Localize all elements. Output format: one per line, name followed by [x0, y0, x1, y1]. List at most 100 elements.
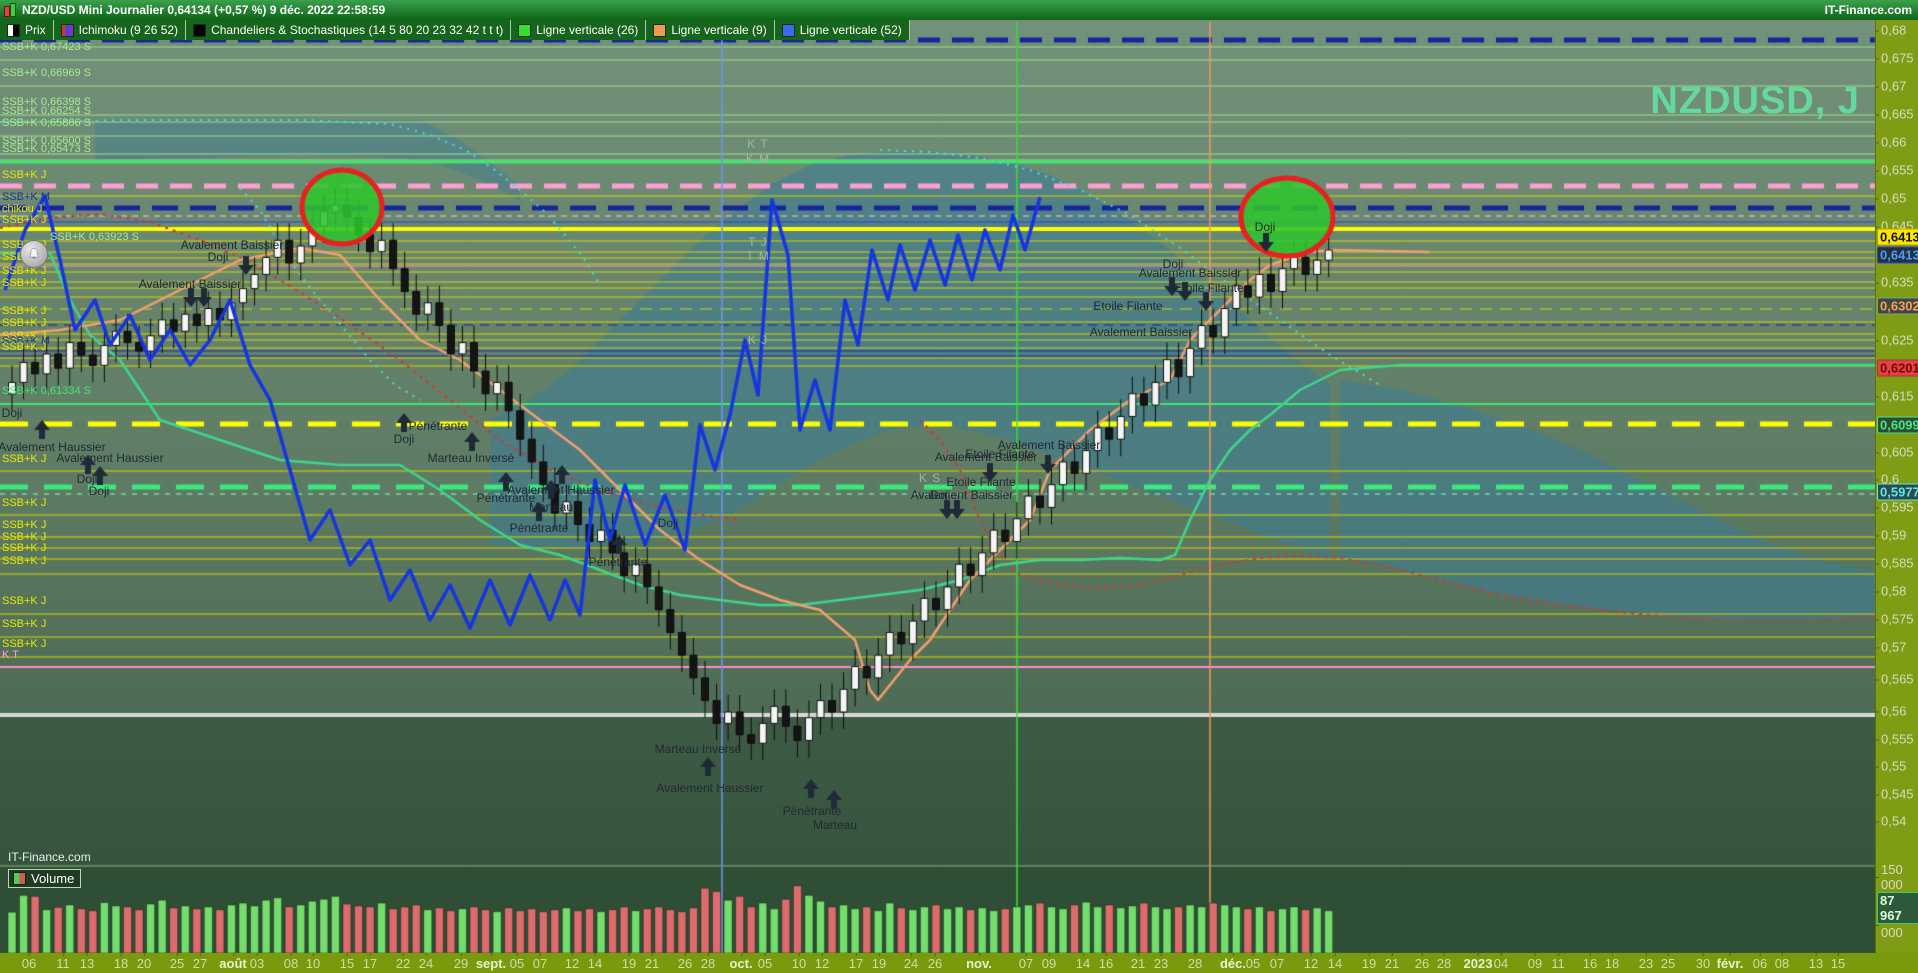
date-tick-mark: [461, 953, 462, 956]
date-tick: 10: [306, 953, 320, 971]
date-tick: 28: [701, 953, 715, 971]
date-axis[interactable]: 06 11 13 18 20 25 27 août 03 08 10 15 17 22 24 29 sept. 0…: [0, 953, 1918, 973]
price-tick: 0,56: [1874, 703, 1907, 719]
volume-legend-label: Volume: [31, 871, 75, 886]
date-tick: 11: [56, 953, 70, 971]
vertical-line-green-icon: [518, 23, 532, 37]
date-tick-mark: [822, 953, 823, 956]
price-tick: 0,625: [1875, 332, 1914, 348]
date-tick-mark: [572, 953, 573, 956]
date-tick-mark: [426, 953, 427, 956]
date-tick: 28: [1437, 953, 1451, 971]
price-tick: 0,55: [1874, 758, 1907, 774]
price-tick: 0,605: [1875, 444, 1914, 460]
date-tick-mark: [517, 953, 518, 956]
date-tick-mark: [1232, 953, 1234, 956]
date-tick-mark: [370, 953, 371, 956]
price-badge: 0,59774: [1877, 483, 1918, 501]
price-tick: 0,57: [1874, 639, 1907, 655]
date-tick-mark: [1106, 953, 1107, 956]
date-tick-mark: [879, 953, 880, 956]
toolbar-item-6[interactable]: Ligne verticale (52): [774, 20, 910, 40]
date-tick-mark: [1646, 953, 1647, 956]
toolbar-item-4[interactable]: Ligne verticale (26): [511, 20, 647, 40]
date-tick: 21: [1131, 953, 1145, 971]
date-tick-mark: [1277, 953, 1278, 956]
date-tick: 21: [1385, 953, 1399, 971]
price-tick: 0,595: [1875, 499, 1914, 515]
volume-legend[interactable]: Volume: [8, 869, 82, 888]
date-tick: 19: [1362, 953, 1376, 971]
date-tick: août: [219, 953, 247, 971]
app-candle-icon: [4, 2, 16, 17]
toolbar-item-2[interactable]: Ichimoku (9 26 52): [53, 20, 187, 40]
toolbar-item-3[interactable]: Chandeliers & Stochastiques (14 5 80 20 …: [186, 20, 512, 40]
price-tick: 0,545: [1875, 786, 1914, 802]
price-tick: 0,59: [1874, 527, 1907, 543]
price-badge: 0,63022: [1877, 297, 1918, 315]
date-tick-mark: [652, 953, 653, 956]
date-tick-mark: [1730, 953, 1731, 956]
date-tick: 17: [363, 953, 377, 971]
date-tick: 05: [510, 953, 524, 971]
date-tick-mark: [765, 953, 766, 956]
date-tick: 23: [1639, 953, 1653, 971]
date-tick: 07: [533, 953, 547, 971]
date-tick: 24: [419, 953, 433, 971]
date-tick-mark: [200, 953, 201, 956]
date-tick-mark: [1253, 953, 1254, 956]
date-tick: 26: [1415, 953, 1429, 971]
date-tick: oct.: [729, 953, 753, 971]
date-tick: 19: [872, 953, 886, 971]
date-tick: déc.: [1220, 953, 1246, 971]
date-tick-mark: [291, 953, 292, 956]
date-tick: févr.: [1717, 953, 1743, 971]
price-tick: 0,675: [1875, 50, 1914, 66]
date-tick: 07: [1019, 953, 1033, 971]
date-tick-mark: [1590, 953, 1591, 956]
date-tick: 15: [1831, 953, 1845, 971]
price-tick: 0,6: [1874, 471, 1900, 487]
price-axis[interactable]: 0,68 0,675 0,67 0,665 0,66 0,655 0,65 0,645 0,63…: [1874, 20, 1918, 953]
footer-brand: IT-Finance.com: [8, 850, 91, 864]
indicator-toolbar: Prix Ichimoku (9 26 52) Chandeliers & Stoc…: [0, 20, 910, 40]
vertical-line-blue-icon: [781, 23, 795, 37]
date-tick: 22: [396, 953, 410, 971]
date-tick: 03: [250, 953, 264, 971]
date-tick: 19: [622, 953, 636, 971]
toolbar-item-5[interactable]: Ligne verticale (9): [646, 20, 775, 40]
date-tick: sept.: [476, 953, 506, 971]
date-tick-mark: [177, 953, 178, 956]
date-tick-mark: [313, 953, 314, 956]
date-tick-mark: [1444, 953, 1445, 956]
date-tick-mark: [1369, 953, 1370, 956]
date-tick: 11: [1551, 953, 1565, 971]
date-tick: 30: [1696, 953, 1710, 971]
date-tick-mark: [257, 953, 258, 956]
price-tick: 0,58: [1874, 583, 1907, 599]
date-tick: 13: [1809, 953, 1823, 971]
date-tick-mark: [1501, 953, 1502, 956]
date-tick-mark: [403, 953, 404, 956]
price-badge: 0,64134: [1877, 228, 1918, 246]
date-tick: 18: [1605, 953, 1619, 971]
window-title: NZD/USD Mini Journalier 0,64134 (+0,57 %…: [22, 3, 386, 17]
prix-icon: [7, 23, 20, 37]
date-tick-mark: [1138, 953, 1139, 956]
date-tick: 26: [678, 953, 692, 971]
toolbar-item-1[interactable]: Prix: [0, 20, 54, 40]
date-tick: 06: [1753, 953, 1767, 971]
date-tick: 2023: [1464, 953, 1492, 971]
price-tick: 0,585: [1875, 555, 1914, 571]
date-tick-mark: [1612, 953, 1613, 956]
date-tick-mark: [491, 953, 492, 956]
date-tick: 18: [114, 953, 128, 971]
date-tick: 12: [1304, 953, 1318, 971]
date-tick-mark: [1335, 953, 1336, 956]
price-badge: 0,60998: [1877, 416, 1918, 434]
alert-bell-icon[interactable]: [20, 240, 48, 268]
date-tick-mark: [799, 953, 800, 956]
